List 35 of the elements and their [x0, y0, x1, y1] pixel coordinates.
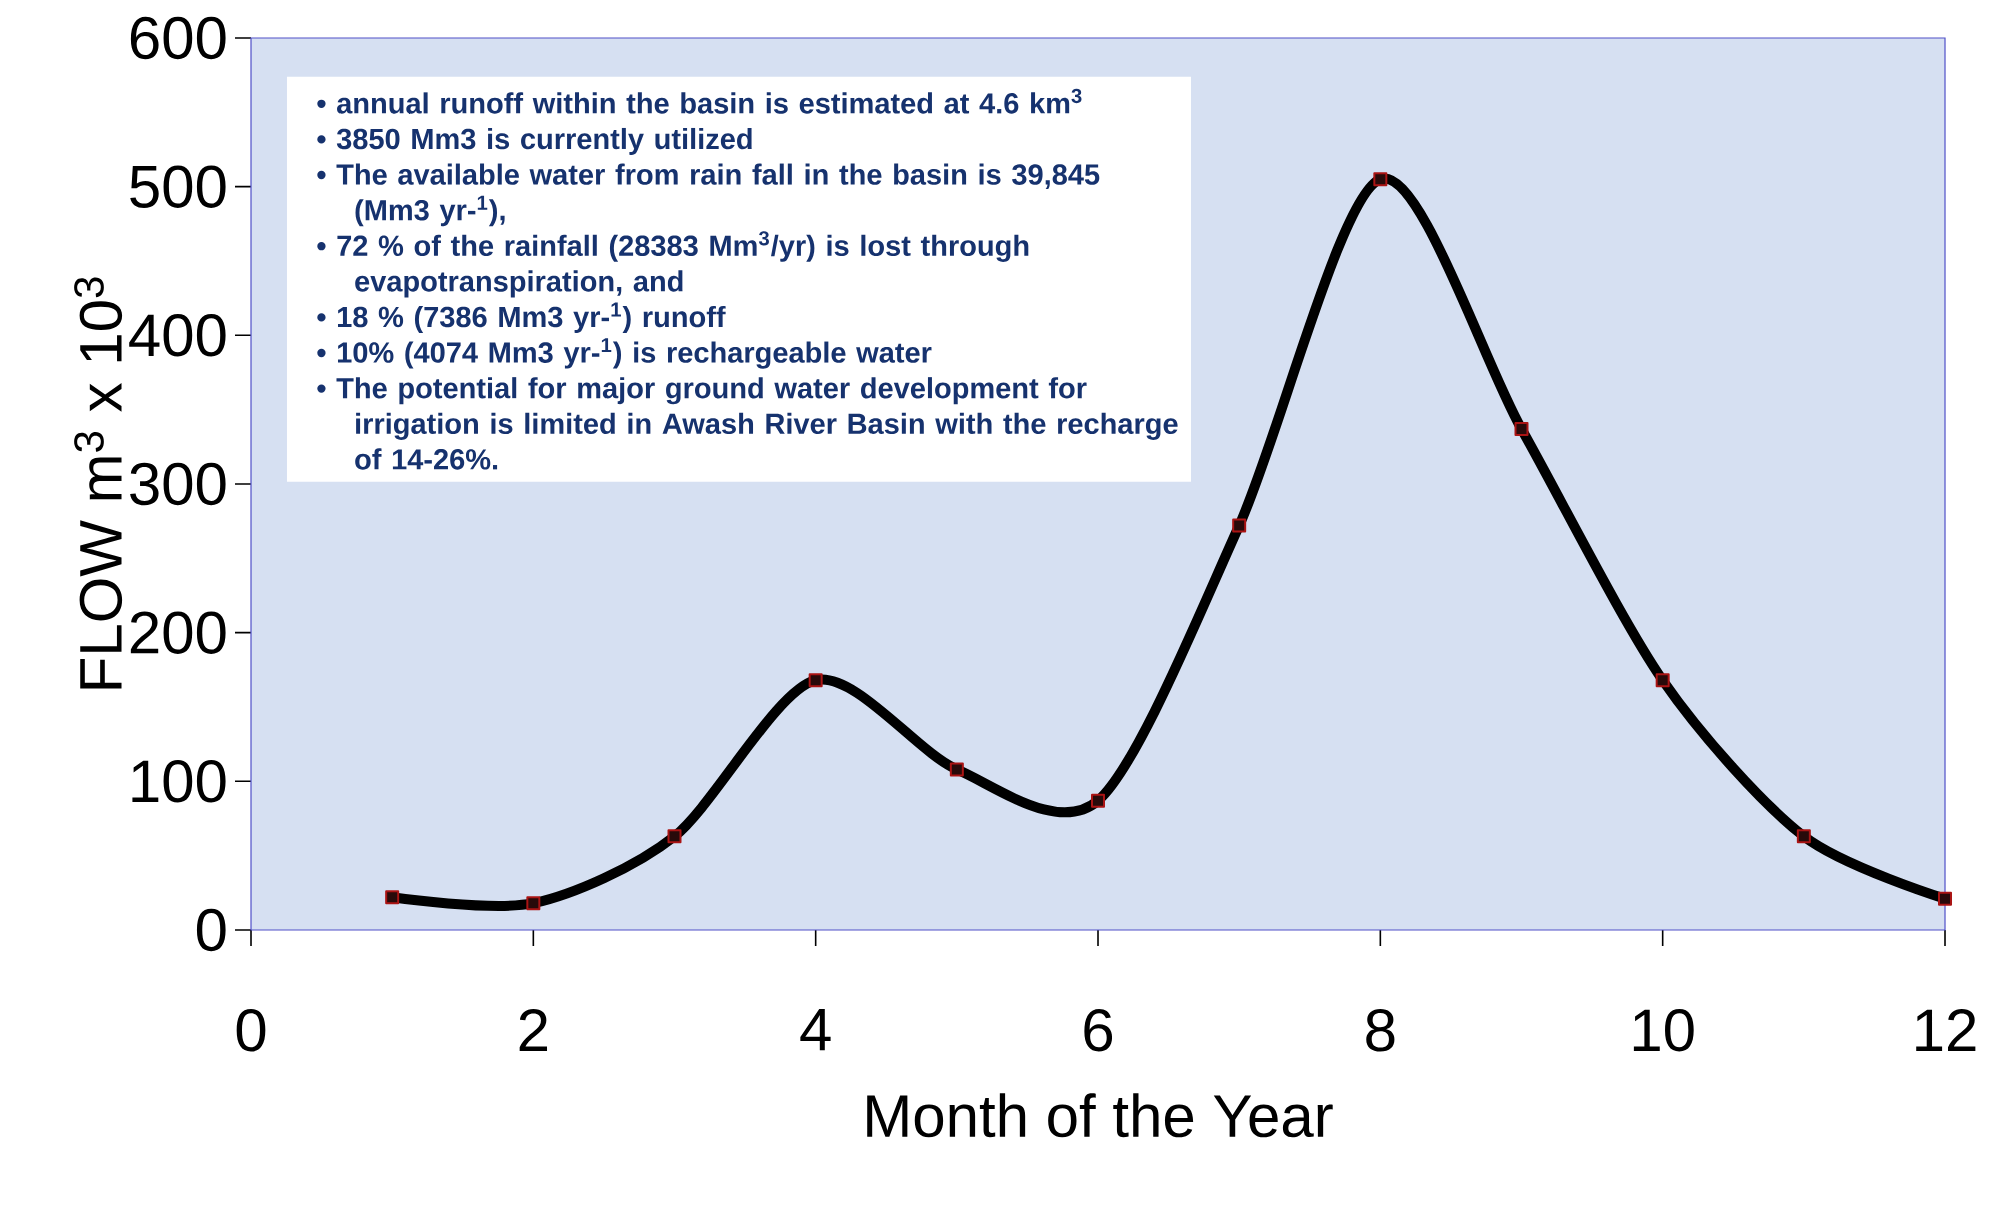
point — [1232, 518, 1247, 533]
y-tick-label: 100 — [132, 760, 226, 803]
y-tick-label: 400 — [129, 314, 226, 357]
point — [808, 673, 823, 688]
point — [526, 896, 541, 911]
annotation: • 3850 Mm3 is currently utilized — [317, 127, 752, 155]
x-tick-label: 8 — [1366, 1009, 1395, 1052]
y-tick-label: 0 — [196, 908, 226, 952]
annotation: • 18 % (7386 Mm3 yr-$^{1}$) runoff — [317, 302, 726, 333]
x-axis-title: Month of the Year — [867, 1093, 1333, 1138]
point — [1373, 172, 1388, 187]
point — [1655, 673, 1670, 688]
y-tick-label: 600 — [130, 16, 226, 60]
y-tick-label: 500 — [130, 165, 226, 208]
y-axis-title: FLOW m$^{3}$ x 10$^{3}$ — [74, 277, 123, 689]
text: • 72 % of the rainfall (28383 Mm$^{3}$/yr) is lost through evapotranspiration, and — [317, 231, 1029, 298]
x-tick-label: 6 — [1084, 1009, 1113, 1052]
x-tick-label: 10 — [1633, 1009, 1694, 1052]
x-tick-label: 4 — [800, 1009, 831, 1051]
y-tick-label: 300 — [130, 462, 226, 506]
point — [385, 890, 400, 905]
point — [667, 829, 682, 844]
point — [1796, 829, 1811, 844]
x-tick-label: 2 — [519, 1009, 548, 1051]
x-tick-label: 0 — [236, 1009, 266, 1052]
point — [949, 762, 964, 777]
x-tick-label: 12 — [1916, 1009, 1976, 1051]
annotation: • The potential for major ground water development for irrigation is limited in Awash River Basin with the recharge of 14-26%. — [317, 377, 1178, 470]
point — [1938, 891, 1952, 906]
annotation: • annual runoff within the basin is estimated at 4.6 km$^{3}$ — [317, 88, 1082, 114]
point — [1514, 421, 1529, 436]
point — [1091, 793, 1105, 808]
y-tick-label: 200 — [130, 611, 226, 654]
annotation: • The available water from rain fall in the basin is 39,845 (Mm3 yr-$^{1}$), — [317, 163, 1100, 227]
annotation: • 10% (4074 Mm3 yr-$^{1}$) is rechargeable water — [317, 338, 932, 369]
